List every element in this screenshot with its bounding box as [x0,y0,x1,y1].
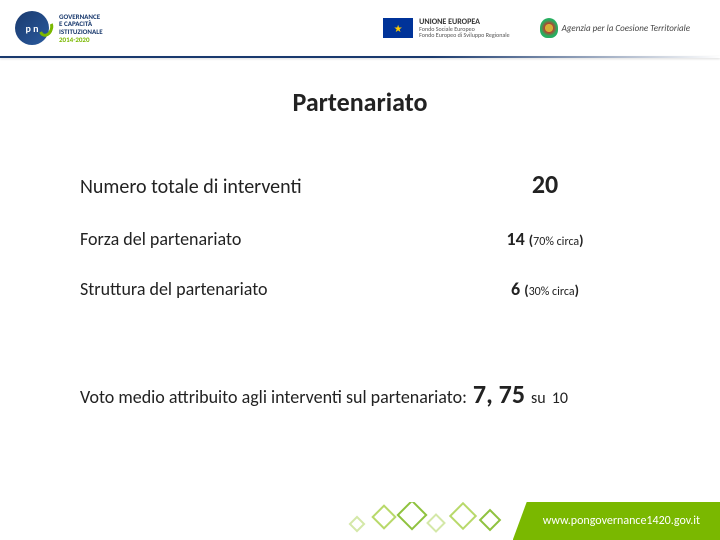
struttura-paren-close: ) [575,282,579,299]
struttura-pct: 30% circa [529,285,575,299]
deco-square-icon [478,509,501,532]
forza-label: Forza del partenariato [80,228,241,250]
pon-abbr: p n [26,22,39,35]
pon-years: 2014-2020 [59,36,103,44]
bottom-bar: www.pongovernance1420.gov.it [0,502,720,540]
pon-text: Governance e Capacità Istituzionale 2014… [59,13,103,44]
header-right: ★ UNIONE EUROPEA Fondo Sociale Europeo F… [383,18,690,38]
header-divider [0,56,720,58]
header-bar: p n Governance e Capacità Istituzionale … [0,0,720,56]
deco-square-icon [449,502,477,530]
eu-sub2: Fondo Europeo di Sviluppo Regionale [419,32,509,38]
footer-scale-max: 10 [552,389,568,408]
total-value: 20 [480,168,610,200]
pon-swoosh-icon [36,17,55,39]
forza-value: 14 (70% circa) [480,228,610,250]
eu-logo: ★ UNIONE EUROPEA Fondo Sociale Europeo F… [383,18,509,38]
italy-emblem-icon [540,18,558,38]
pon-logo: p n Governance e Capacità Istituzionale … [15,11,103,45]
footer-prefix: Voto medio attribuito agli interventi su… [80,386,467,408]
eu-flag-icon: ★ [383,18,413,38]
site-url: www.pongovernance1420.gov.it [543,514,700,528]
struttura-value: 6 (30% circa) [480,278,610,300]
pon-mark: p n [15,11,49,45]
page-title: Partenariato [0,86,720,118]
bottom-decoration [0,502,513,540]
deco-square-icon [426,513,446,533]
url-block: www.pongovernance1420.gov.it [513,502,720,540]
forza-pct: 70% circa [533,235,579,249]
row-forza: Forza del partenariato 14 (70% circa) [80,228,650,250]
agency-name: Agenzia per la Coesione Territoriale [562,23,690,34]
forza-number: 14 [506,228,524,250]
struttura-number: 6 [511,278,520,300]
eu-text: UNIONE EUROPEA Fondo Sociale Europeo Fon… [419,18,509,38]
footer-scale-word: su [531,389,546,408]
footer-summary: Voto medio attribuito agli interventi su… [80,378,568,410]
content-area: Numero totale di interventi 20 Forza del… [0,118,720,300]
total-label: Numero totale di interventi [80,175,302,199]
deco-square-icon [348,516,365,533]
footer-score: 7, 75 [473,378,525,410]
agency-logo: Agenzia per la Coesione Territoriale [540,18,690,38]
deco-square-icon [371,504,396,529]
struttura-label: Struttura del partenariato [80,278,268,300]
pon-circle-icon: p n [15,11,49,45]
deco-square-icon [396,502,427,531]
forza-paren-close: ) [579,232,583,249]
row-total: Numero totale di interventi 20 [80,168,650,200]
row-struttura: Struttura del partenariato 6 (30% circa) [80,278,650,300]
